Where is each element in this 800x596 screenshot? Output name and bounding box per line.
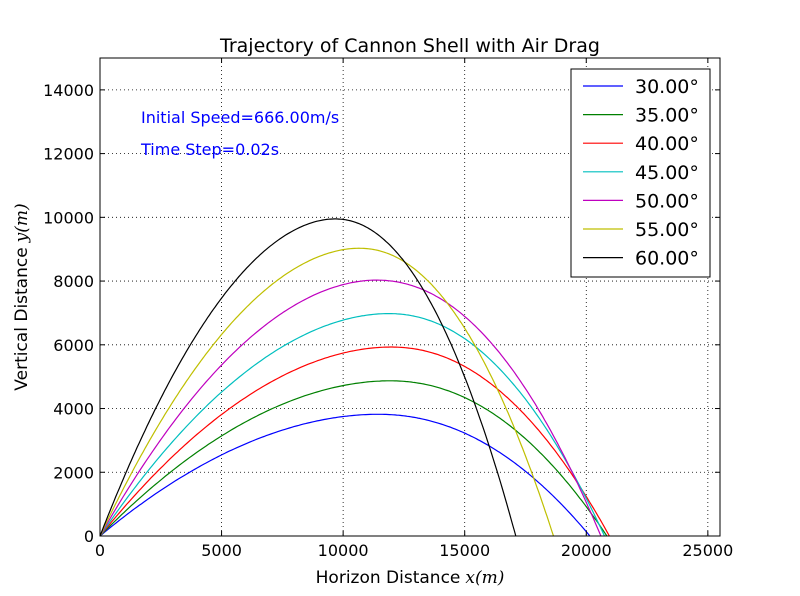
legend-label-0: 30.00° (635, 76, 699, 98)
axis-ticks: 0 5000 10000 15000 20000 25000 0 2000 4000 6000 80… (43, 58, 733, 560)
x-axis-label-text: Horizon Distance (316, 568, 461, 588)
series-line-6 (99, 218, 517, 537)
legend: 30.00° 35.00° 40.00° 45.00° 50.00° 55.00° 60.0… (570, 68, 711, 278)
chart-title: Trajectory of Cannon Shell with Air Drag (219, 35, 600, 57)
x-axis-label-unit: x(m) (465, 568, 504, 588)
series-line-5 (99, 247, 555, 537)
y-tick-label: 10000 (43, 208, 94, 227)
y-tick-label: 0 (84, 527, 94, 546)
y-tick-label: 8000 (53, 272, 94, 291)
series-line-1 (99, 380, 608, 537)
y-tick-label: 12000 (43, 145, 94, 164)
x-axis-label: Horizon Distance x(m) (316, 568, 505, 588)
y-axis-label: Vertical Distance y(m) (12, 203, 32, 390)
series-line-2 (99, 346, 610, 537)
y-axis-label-unit: y(m) (12, 203, 32, 243)
legend-box (570, 68, 711, 278)
legend-label-6: 60.00° (635, 248, 699, 270)
x-tick-label: 0 (95, 541, 105, 560)
annotation-initial-speed: Initial Speed=666.00m/s (141, 108, 339, 127)
y-axis-label-text: Vertical Distance (12, 247, 32, 390)
x-tick-label: 10000 (318, 541, 369, 560)
plot-area-frame (99, 57, 721, 537)
legend-label-3: 45.00° (635, 162, 699, 184)
legend-label-4: 50.00° (635, 190, 699, 212)
y-tick-label: 14000 (43, 81, 94, 100)
annotation-time-step: Time Step=0.02s (140, 140, 279, 159)
y-tick-label: 6000 (53, 336, 94, 355)
series-line-3 (99, 313, 606, 537)
x-tick-label: 25000 (682, 541, 733, 560)
series-line-0 (99, 413, 591, 537)
y-tick-label: 2000 (53, 463, 94, 482)
legend-label-2: 40.00° (635, 133, 699, 155)
x-tick-label: 20000 (561, 541, 612, 560)
legend-label-5: 55.00° (635, 219, 699, 241)
series-line-4 (99, 279, 602, 537)
series-lines (99, 218, 610, 537)
x-tick-label: 15000 (439, 541, 490, 560)
y-tick-label: 4000 (53, 400, 94, 419)
legend-label-1: 35.00° (635, 105, 699, 127)
x-tick-label: 5000 (201, 541, 242, 560)
